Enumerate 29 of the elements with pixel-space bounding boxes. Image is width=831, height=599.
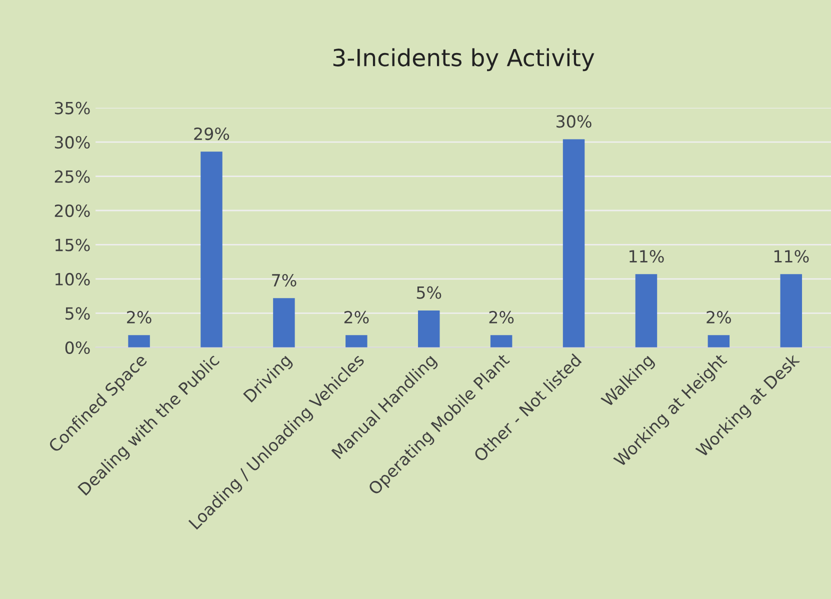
data-label: 2% bbox=[127, 310, 152, 324]
data-label: 30% bbox=[556, 115, 592, 128]
bar bbox=[128, 335, 150, 348]
data-label: 5% bbox=[416, 286, 442, 299]
bar bbox=[273, 298, 295, 348]
data-label: 2% bbox=[344, 310, 369, 324]
bar bbox=[562, 139, 585, 348]
bar bbox=[200, 152, 222, 348]
data-label: 2% bbox=[706, 310, 731, 324]
y-tick-label: 25% bbox=[54, 170, 90, 183]
data-label: 29% bbox=[194, 127, 230, 140]
data-label: 7% bbox=[272, 274, 296, 287]
bar bbox=[346, 335, 368, 348]
y-tick-label: 15% bbox=[55, 238, 90, 252]
y-tick-label: 35% bbox=[54, 102, 90, 114]
data-label: 11% bbox=[630, 250, 664, 263]
y-tick-label: 5% bbox=[66, 307, 90, 320]
y-tick-label: 30% bbox=[54, 136, 90, 149]
bar bbox=[490, 335, 512, 348]
chart-title: 3-Incidents by Activity bbox=[333, 48, 594, 72]
bar bbox=[418, 310, 440, 348]
y-tick-label: 0% bbox=[65, 341, 90, 354]
bar bbox=[780, 274, 802, 348]
y-tick-label: 20% bbox=[54, 204, 90, 218]
data-label: 11% bbox=[774, 250, 809, 263]
data-label: 2% bbox=[489, 310, 514, 324]
bar bbox=[708, 335, 730, 348]
y-tick-label: 10% bbox=[55, 272, 90, 286]
bar bbox=[635, 274, 658, 348]
